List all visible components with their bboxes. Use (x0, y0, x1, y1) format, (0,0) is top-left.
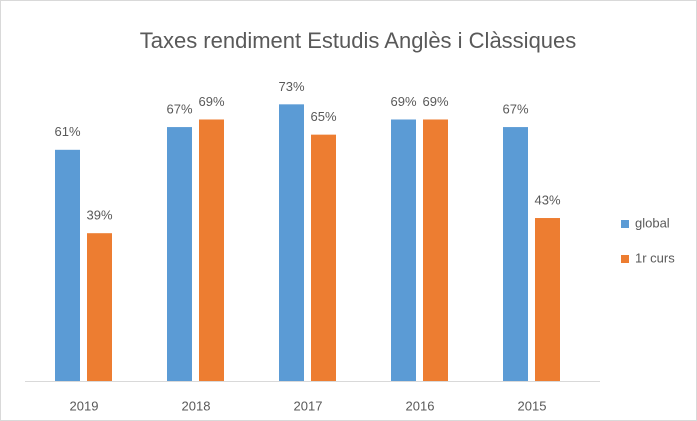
x-tick-label: 2018 (182, 398, 211, 413)
data-label: 67% (502, 102, 528, 117)
x-tick-label: 2016 (406, 398, 435, 413)
bar (55, 149, 80, 381)
data-label: 67% (166, 102, 192, 117)
bar (311, 134, 336, 381)
data-label: 73% (278, 79, 304, 94)
legend-swatch (621, 220, 629, 228)
data-label: 69% (390, 94, 416, 109)
bar (535, 218, 560, 381)
legend-label: global (635, 215, 670, 230)
data-label: 43% (534, 192, 560, 207)
bar (391, 119, 416, 382)
bar (423, 119, 448, 382)
bar (503, 127, 528, 381)
data-label: 61% (54, 124, 80, 139)
chart-title: Taxes rendiment Estudis Anglès i Clàssiq… (140, 28, 577, 53)
bar (167, 127, 192, 381)
bar (199, 119, 224, 382)
legend-swatch (621, 255, 629, 263)
data-label: 69% (198, 94, 224, 109)
data-label: 39% (86, 208, 112, 223)
data-label: 69% (422, 94, 448, 109)
legend-label: 1r curs (635, 250, 675, 265)
data-label: 65% (310, 109, 336, 124)
x-tick-label: 2015 (518, 398, 547, 413)
x-tick-label: 2019 (70, 398, 99, 413)
bar (87, 233, 112, 381)
x-tick-label: 2017 (294, 398, 323, 413)
bar (279, 104, 304, 381)
